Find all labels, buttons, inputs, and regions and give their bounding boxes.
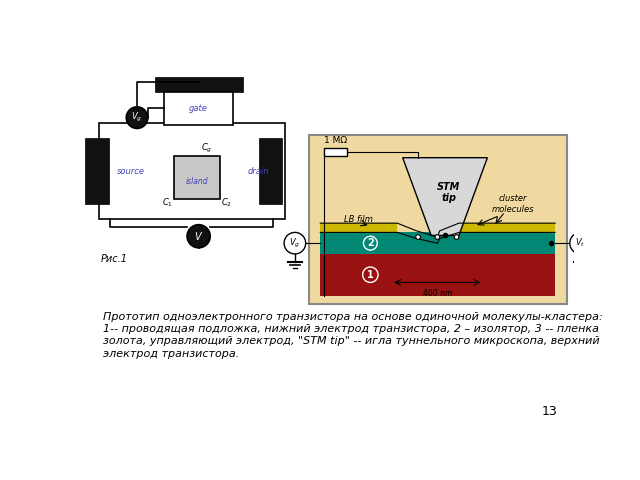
Circle shape <box>454 235 459 240</box>
Text: $C_g$: $C_g$ <box>201 142 212 155</box>
Text: 2: 2 <box>367 238 374 248</box>
Text: $C_2$: $C_2$ <box>221 196 232 209</box>
Circle shape <box>416 235 420 240</box>
Text: Прототип одноэлектронного транзистора на основе одиночной молекулы-кластера:: Прототип одноэлектронного транзистора на… <box>103 312 603 322</box>
Bar <box>320 223 397 232</box>
Bar <box>164 92 234 125</box>
Bar <box>86 138 109 204</box>
Circle shape <box>126 107 148 129</box>
Text: source: source <box>117 167 145 176</box>
Text: $V$: $V$ <box>194 230 204 242</box>
Bar <box>459 223 555 232</box>
Text: 1: 1 <box>367 270 374 280</box>
Circle shape <box>284 232 306 254</box>
Bar <box>174 156 220 199</box>
Text: LB film: LB film <box>344 215 373 224</box>
Text: 1-- проводящая подложка, нижний электрод транзистора, 2 – изолятор, 3 -- пленка: 1-- проводящая подложка, нижний электрод… <box>103 324 599 334</box>
Bar <box>259 138 282 204</box>
Text: $V_g$: $V_g$ <box>289 237 301 250</box>
Bar <box>320 232 555 254</box>
Text: Рис.1: Рис.1 <box>101 254 128 264</box>
Text: 13: 13 <box>541 405 557 418</box>
Circle shape <box>570 232 591 254</box>
Text: золота, управляющий электрод, "STM tip" -- игла туннельного микроскопа, верхний: золота, управляющий электрод, "STM tip" … <box>103 336 600 347</box>
Bar <box>324 148 348 156</box>
Text: 400 nm: 400 nm <box>422 288 452 298</box>
Text: island: island <box>186 177 209 186</box>
Text: cluster
molecules: cluster molecules <box>492 194 534 214</box>
Text: $V_t$: $V_t$ <box>575 237 586 250</box>
Bar <box>99 123 285 219</box>
Bar <box>320 254 555 296</box>
Polygon shape <box>403 158 488 236</box>
Text: gate: gate <box>189 104 208 113</box>
Text: 1 MΩ: 1 MΩ <box>324 136 348 145</box>
Text: электрод транзистора.: электрод транзистора. <box>103 348 239 359</box>
Text: drain: drain <box>247 167 269 176</box>
Circle shape <box>187 225 210 248</box>
Circle shape <box>435 235 440 240</box>
Text: $V_g$: $V_g$ <box>131 111 143 124</box>
Text: $C_1$: $C_1$ <box>163 196 173 209</box>
Text: STM
tip: STM tip <box>437 182 461 204</box>
Bar <box>308 134 566 304</box>
Circle shape <box>364 236 378 250</box>
Bar <box>155 77 243 92</box>
Circle shape <box>363 267 378 282</box>
